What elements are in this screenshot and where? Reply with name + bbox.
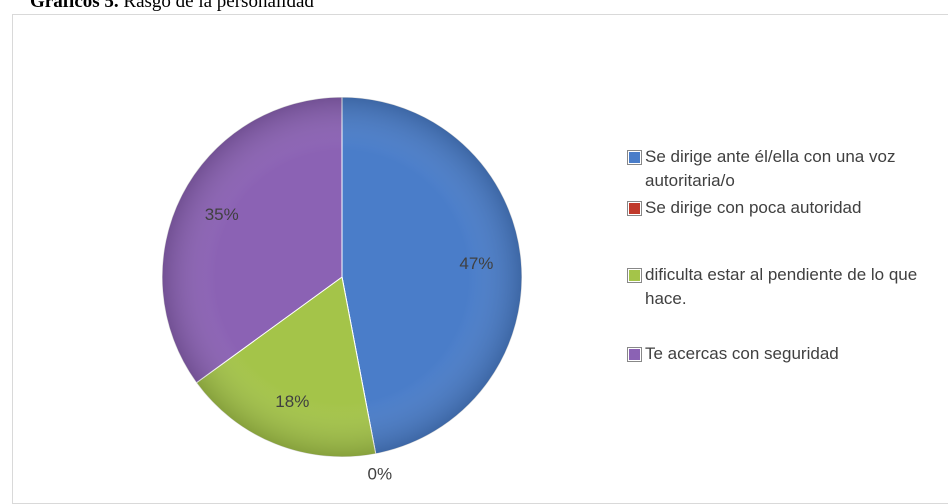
data-label: 0% [367, 465, 392, 484]
chart: 47% 0% 18% 35% [161, 96, 523, 484]
legend-swatch [627, 150, 642, 165]
legend-entry: Se dirige ante él/ella con una voz autor… [627, 145, 945, 193]
title-text: Rasgo de la personalidad [123, 0, 314, 12]
chart-title: Gráficos 5. Rasgo de la personalidad [30, 0, 314, 13]
legend-label: Te acercas con seguridad [645, 344, 839, 363]
legend-entry: dificulta estar al pendiente de lo que h… [627, 263, 945, 311]
pie [161, 96, 523, 458]
figure-label: Gráficos 5. [30, 0, 119, 12]
legend-swatch [627, 201, 642, 216]
legend-entry: Se dirige con poca autoridad [627, 196, 945, 220]
legend-label: dificulta estar al pendiente de lo que h… [645, 265, 918, 308]
legend-label: Se dirige con poca autoridad [645, 198, 862, 217]
legend-label: Se dirige ante él/ella con una voz autor… [645, 147, 896, 190]
data-label: 47% [459, 254, 493, 273]
data-label: 18% [275, 392, 309, 411]
page: {"chart_data": {"type": "pie", "figure_l… [12, 0, 948, 504]
legend-swatch [627, 347, 642, 362]
legend-entry: Te acercas con seguridad [627, 342, 945, 366]
data-label: 35% [205, 205, 239, 224]
pie-slice [341, 96, 523, 455]
legend-swatch [627, 268, 642, 283]
